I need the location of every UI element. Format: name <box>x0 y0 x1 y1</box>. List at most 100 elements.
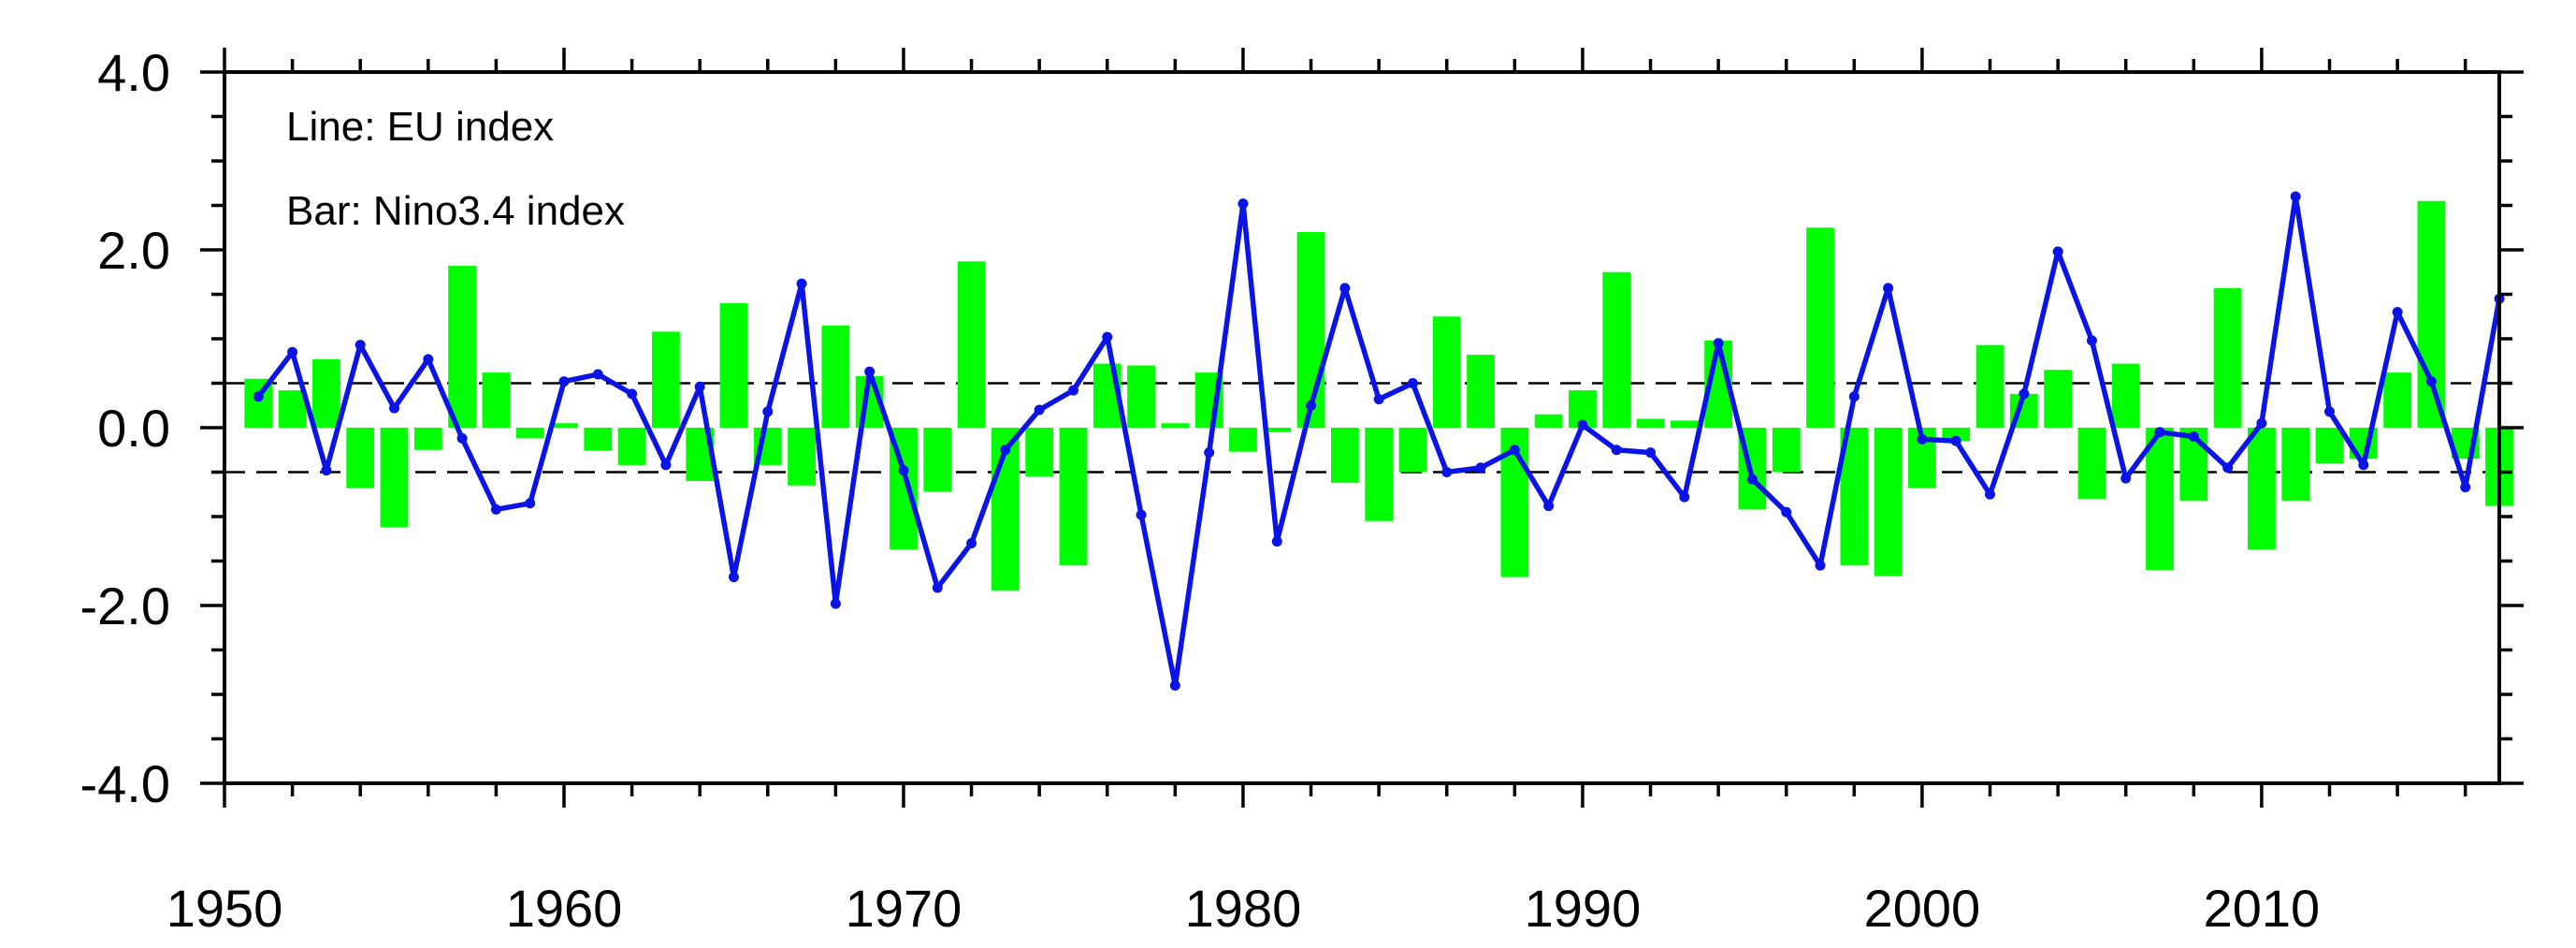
bar <box>2383 372 2411 428</box>
eu-index-point <box>2425 376 2437 387</box>
bar <box>1975 344 2004 428</box>
bar <box>278 390 307 428</box>
eu-index-point <box>660 459 672 471</box>
bar <box>2281 428 2310 501</box>
x-tick-label: 2010 <box>2204 879 2321 938</box>
eu-index-point <box>2154 427 2165 438</box>
bar <box>482 372 511 428</box>
eu-index-point <box>2290 191 2301 202</box>
bar <box>312 358 340 428</box>
tick-labels: 1950 1960 1970 1980 1990 2000 2010 4.0 2.0 0.0 -2.… <box>80 43 2321 938</box>
eu-index-point <box>2358 459 2369 471</box>
eu-index-point <box>2019 388 2030 400</box>
eu-index-point <box>1883 283 1894 294</box>
eu-index-point <box>388 402 399 414</box>
eu-index-point <box>1000 445 1011 456</box>
y-tick-label: -4.0 <box>80 754 171 813</box>
bar <box>1942 428 1971 442</box>
eu-index-point <box>1917 433 1928 445</box>
y-tick-label: 4.0 <box>97 43 170 102</box>
eu-index-point <box>728 572 739 583</box>
eu-index-point <box>1271 536 1282 547</box>
eu-index-point <box>966 538 977 548</box>
eu-index-point <box>490 503 501 515</box>
bar <box>2044 370 2073 428</box>
eu-index-point <box>456 432 468 444</box>
bar <box>788 428 816 486</box>
bar <box>1059 428 1088 566</box>
eu-index-point <box>1339 283 1351 294</box>
bar <box>1534 414 1563 428</box>
bar <box>2146 428 2174 570</box>
eu-index-point <box>2222 462 2234 474</box>
bar <box>1806 227 1834 428</box>
annotation-box: Line: EU index Bar: Nino3.4 index <box>286 104 625 234</box>
bar <box>1296 232 1325 428</box>
bar <box>1670 420 1699 428</box>
bar <box>1874 428 1903 576</box>
eu-index-point <box>830 598 841 609</box>
eu-index-point <box>1441 467 1453 477</box>
bar <box>584 428 613 451</box>
eu-index-point <box>1848 391 1860 402</box>
bar <box>1398 428 1427 473</box>
y-tick-label: 2.0 <box>97 221 170 280</box>
eu-index-point <box>2460 482 2471 493</box>
bar <box>2111 363 2140 428</box>
eu-index-point <box>1204 447 1215 459</box>
eu-index-point <box>1950 435 1961 446</box>
bar <box>923 428 952 492</box>
eu-index-point <box>2052 246 2063 257</box>
eu-index-point <box>2392 307 2403 317</box>
bar <box>1636 418 1665 428</box>
bar <box>1127 365 1155 428</box>
y-tick-label: -2.0 <box>80 576 171 635</box>
eu-index-point <box>1543 501 1555 512</box>
line-annotation: Line: EU index <box>286 104 554 150</box>
bar <box>651 331 680 428</box>
eu-index-point <box>2324 406 2336 417</box>
eu-index-point <box>1679 491 1690 503</box>
bar <box>1263 428 1292 432</box>
eu-index-point <box>1577 419 1588 430</box>
eu-index-point <box>253 391 264 402</box>
bar <box>1229 428 1257 452</box>
bar <box>1025 428 1054 477</box>
eu-index-point <box>1781 506 1792 518</box>
bar <box>1602 271 1631 428</box>
x-tick-label: 1970 <box>846 879 962 938</box>
x-tick-label: 1980 <box>1185 879 1302 938</box>
bar <box>515 428 544 439</box>
plot-frame <box>200 48 2524 808</box>
eu-index-point <box>2188 431 2199 442</box>
eu-index-point <box>1713 338 1724 349</box>
bar <box>2077 428 2106 499</box>
bar <box>957 261 986 428</box>
eu-index-point <box>287 346 298 357</box>
eu-index-point <box>1407 378 1418 388</box>
eu-index-point <box>796 278 807 289</box>
bar <box>1330 428 1359 483</box>
bar <box>2315 428 2344 463</box>
bar <box>550 423 578 428</box>
eu-index-point <box>932 582 943 593</box>
eu-index-point <box>1746 474 1758 485</box>
eu-index-point <box>1067 385 1078 396</box>
eu-index-point <box>1645 447 1657 459</box>
bar <box>617 428 646 465</box>
bar <box>1432 316 1461 428</box>
eu-index-point <box>1102 331 1113 343</box>
x-tick-label: 1990 <box>1525 879 1642 938</box>
eu-index-point <box>1815 560 1826 571</box>
x-tick-label: 2000 <box>1864 879 1981 938</box>
eu-index-point <box>1306 400 1317 411</box>
eu-index-point <box>762 406 774 417</box>
eu-index-point <box>355 340 366 351</box>
bar <box>719 303 748 428</box>
eu-index-point <box>592 369 603 380</box>
eu-index-point <box>1475 462 1486 474</box>
eu-index-point <box>1611 445 1622 456</box>
bar <box>2248 428 2276 550</box>
bar-annotation: Bar: Nino3.4 index <box>286 188 625 234</box>
